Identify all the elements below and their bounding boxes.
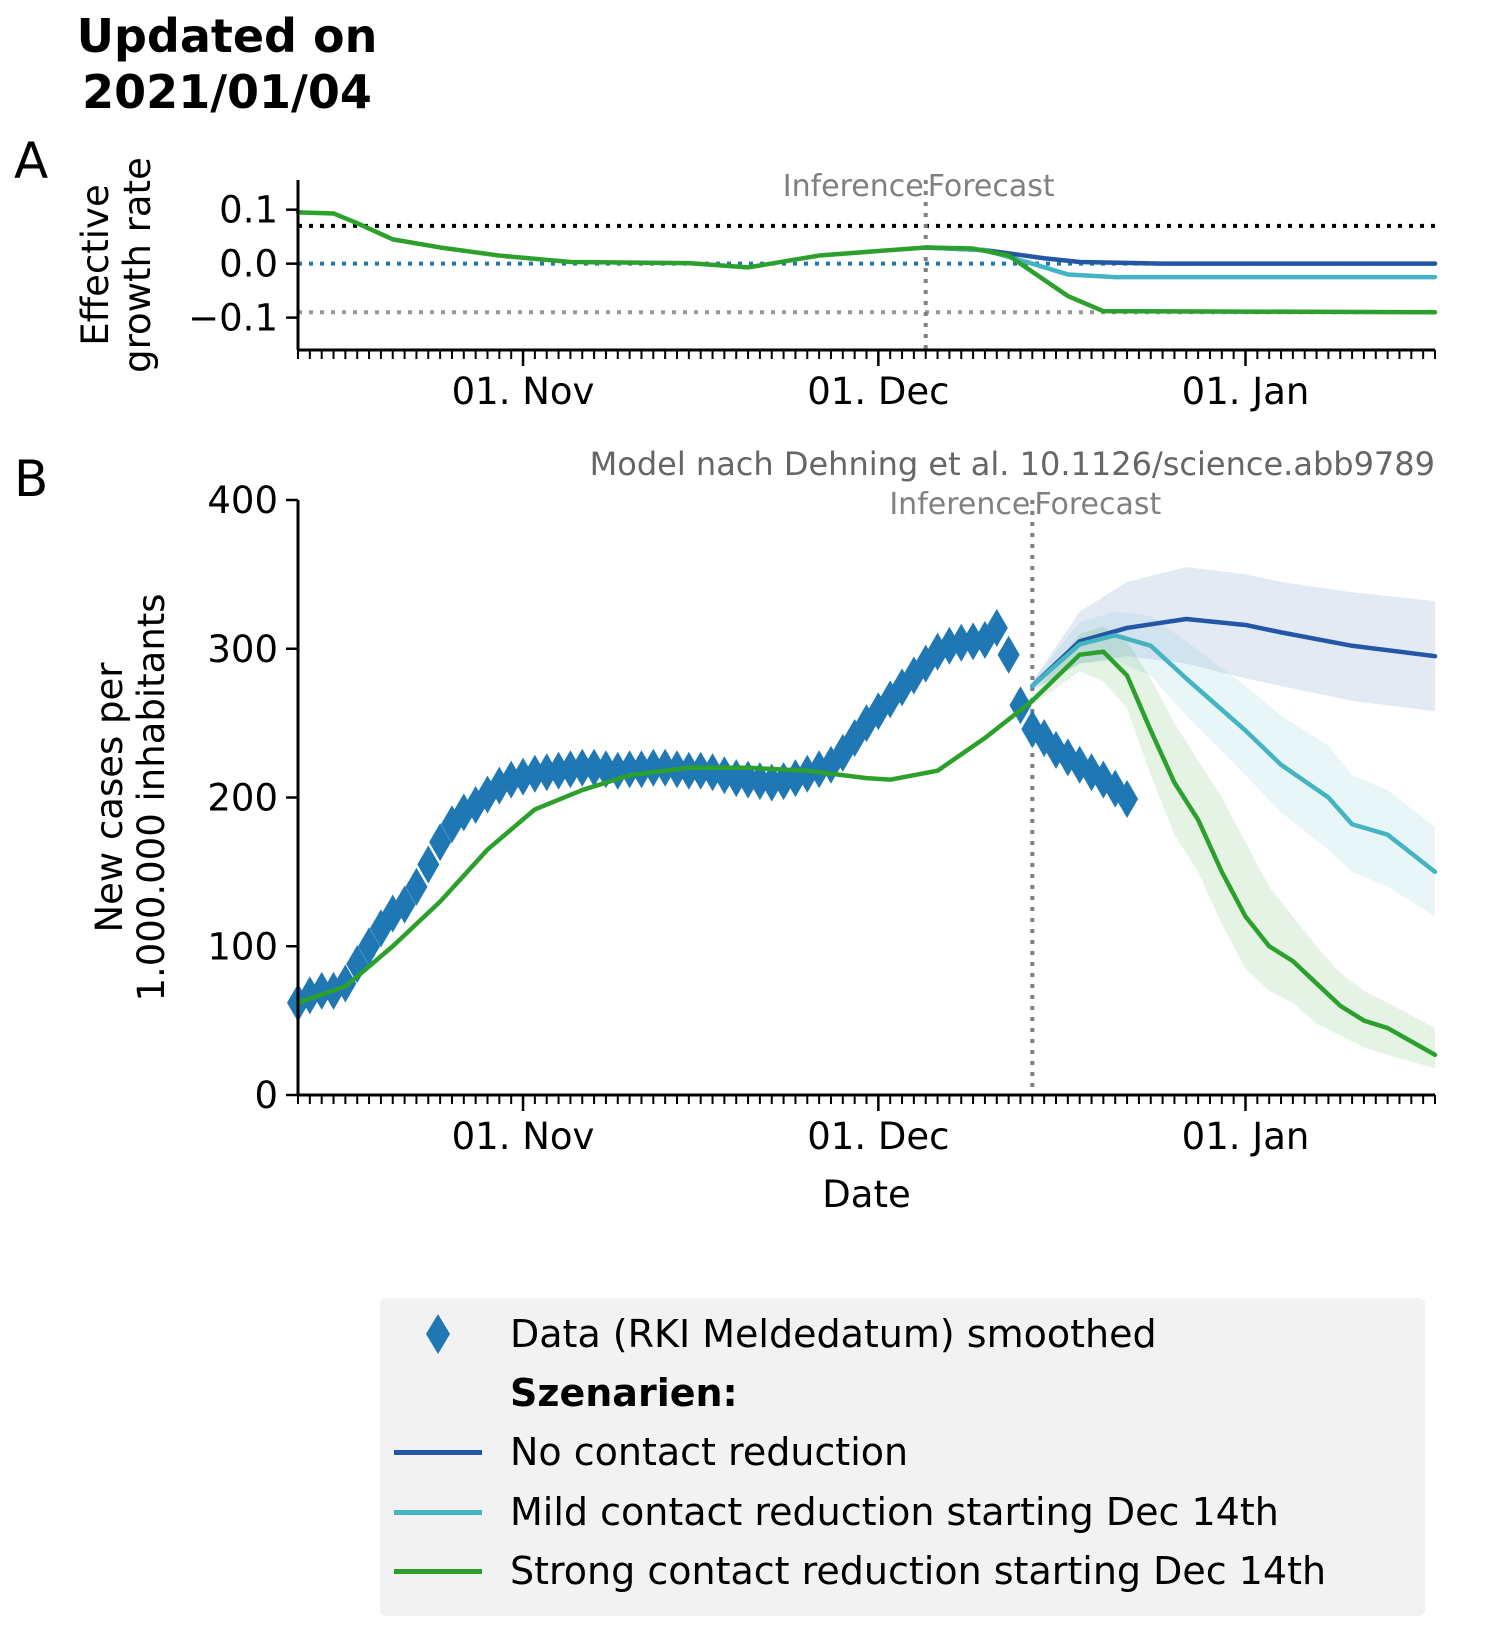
data-point: [997, 635, 1020, 674]
y-axis-label-line-2: 1.000.000 inhabitants: [130, 593, 173, 1001]
series-line: [1030, 616, 1438, 689]
series-line: [1030, 633, 1438, 875]
y-axis-label-line-2: growth rate: [116, 157, 159, 373]
data-point: [358, 927, 381, 966]
data-point: [417, 845, 440, 884]
x-tick-label: 01. Dec: [807, 370, 949, 413]
x-tick-label: 01. Nov: [452, 1115, 595, 1158]
y-tick-label: 400: [207, 479, 278, 522]
x-axis-label: Date: [822, 1173, 910, 1216]
y-tick-label: 200: [207, 777, 278, 820]
legend-line-swatch: [394, 1450, 482, 1455]
data-point: [429, 823, 452, 862]
title-line-2: 2021/01/04: [82, 65, 372, 119]
inference-label: Inference: [889, 487, 1030, 522]
y-tick-label: 100: [207, 925, 278, 968]
legend-line-swatch: [394, 1569, 482, 1574]
data-point: [405, 867, 428, 906]
y-tick-label: 0.1: [219, 189, 278, 232]
diamond-marker-icon: [426, 1314, 450, 1354]
legend-item-data: Data (RKI Meldedatum) smoothed: [380, 1306, 1425, 1362]
x-tick-label: 01. Dec: [807, 1115, 949, 1158]
legend-item-strong-reduction: Strong contact reduction starting Dec 14…: [380, 1543, 1425, 1599]
inference-label: Inference: [783, 169, 924, 204]
y-tick-label: 0: [254, 1074, 278, 1117]
legend-item-label: Strong contact reduction starting Dec 14…: [510, 1549, 1327, 1593]
legend-item-label: No contact reduction: [510, 1430, 909, 1474]
x-tick-label: 01. Jan: [1182, 1115, 1310, 1158]
panel-b: Inference Forecast 01. Nov 01. Dec 01. Jan 0 1…: [88, 445, 1438, 1216]
uncertainty-band: [1032, 566, 1435, 712]
x-tick-label: 01. Jan: [1182, 370, 1310, 413]
y-axis-label-line-1: Effective: [74, 184, 117, 345]
series-line: [295, 649, 1438, 1058]
y-tick-label: 300: [207, 628, 278, 671]
legend: Data (RKI Meldedatum) smoothed Szenarien…: [380, 1298, 1425, 1616]
legend-data-label: Data (RKI Meldedatum) smoothed: [510, 1312, 1157, 1356]
data-point: [310, 971, 333, 1010]
panel-a: Inference Forecast 01. Nov 01. Dec 01. Jan 0.…: [74, 157, 1438, 413]
panel-b-letter: B: [14, 450, 49, 508]
data-point: [393, 885, 416, 924]
data-point: [334, 964, 357, 1003]
page-title: Updated on 2021/01/04: [62, 8, 392, 120]
y-tick-label: −0.1: [188, 297, 278, 340]
title-line-1: Updated on: [76, 9, 378, 63]
uncertainty-band: [298, 626, 1435, 1069]
legend-item-mild-reduction: Mild contact reduction starting Dec 14th: [380, 1484, 1425, 1540]
data-point: [985, 608, 1008, 647]
model-citation-note: Model nach Dehning et al. 10.1126/scienc…: [590, 445, 1435, 483]
uncertainty-band: [1032, 611, 1435, 917]
data-point: [642, 748, 665, 787]
y-axis-label-line-1: New cases per: [88, 662, 131, 933]
forecast-label: Forecast: [1034, 487, 1161, 522]
y-tick-label: 0.0: [219, 243, 278, 286]
legend-item-no-reduction: No contact reduction: [380, 1424, 1425, 1480]
legend-section-label: Szenarien:: [510, 1371, 738, 1415]
legend-line-swatch: [394, 1510, 482, 1515]
legend-item-label: Mild contact reduction starting Dec 14th: [510, 1490, 1279, 1534]
data-point: [1116, 779, 1139, 818]
forecast-label: Forecast: [928, 169, 1055, 204]
panel-a-letter: A: [14, 132, 49, 190]
series-line: [295, 210, 1438, 315]
data-point: [571, 748, 594, 787]
x-tick-label: 01. Nov: [452, 370, 595, 413]
legend-section: Szenarien:: [380, 1365, 1425, 1421]
data-point: [677, 751, 700, 790]
